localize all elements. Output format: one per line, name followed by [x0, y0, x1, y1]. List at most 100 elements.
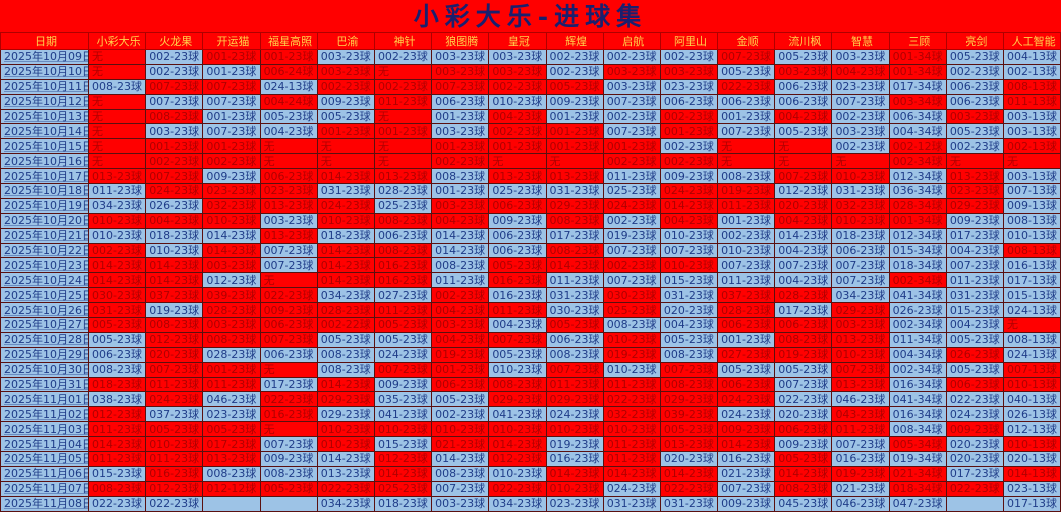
result-cell-miss[interactable]: 010-23球	[316, 421, 375, 438]
result-cell-hit[interactable]: 009-23球	[717, 495, 776, 512]
result-cell-hit[interactable]: 017-13球	[1002, 272, 1061, 289]
date-cell[interactable]: 2025年10月23日	[0, 257, 89, 274]
result-cell-hit[interactable]: 031-23球	[545, 287, 604, 304]
result-cell-hit[interactable]: 034-23球	[488, 495, 547, 512]
result-cell-hit[interactable]: 004-23球	[488, 317, 547, 333]
result-cell-miss[interactable]: 019-23球	[717, 183, 776, 199]
result-cell-miss[interactable]: 011-23球	[488, 302, 547, 319]
result-cell-miss[interactable]: 022-23球	[259, 287, 318, 304]
result-cell-miss[interactable]: 008-23球	[774, 331, 833, 348]
result-cell-miss[interactable]: 008-23球	[545, 242, 604, 259]
result-cell-hit[interactable]: 005-23球	[717, 63, 776, 80]
result-cell-hit[interactable]: 010-23球	[87, 227, 147, 244]
result-cell-miss[interactable]: 014-23球	[316, 257, 375, 274]
result-cell-miss[interactable]: 013-23球	[545, 168, 604, 185]
column-header[interactable]: 开运猫	[202, 32, 261, 50]
result-cell-hit[interactable]: 020-13球	[1002, 451, 1061, 467]
result-cell-miss[interactable]: 003-34球	[888, 93, 947, 110]
column-header[interactable]: 辉煌	[545, 32, 604, 50]
result-cell-miss[interactable]: 001-23球	[545, 123, 604, 140]
result-cell-miss[interactable]: 010-23球	[202, 212, 261, 229]
result-cell-hit[interactable]: 020-23球	[774, 406, 833, 423]
result-cell-hit[interactable]: 019-34球	[888, 451, 947, 467]
date-cell[interactable]: 2025年10月10日	[0, 63, 89, 80]
result-cell-miss[interactable]: 013-23球	[659, 436, 719, 453]
column-header[interactable]: 三顾	[888, 32, 947, 50]
result-cell-miss[interactable]: 无	[316, 153, 375, 170]
result-cell-hit[interactable]: 006-23球	[659, 93, 719, 110]
result-cell-hit[interactable]: 031-23球	[316, 183, 375, 199]
result-cell-miss[interactable]: 010-23球	[87, 212, 147, 229]
result-cell-hit[interactable]: 009-23球	[774, 436, 833, 453]
result-cell-miss[interactable]: 012-23球	[145, 331, 204, 348]
column-header[interactable]: 流川枫	[774, 32, 833, 50]
result-cell-hit[interactable]: 015-13球	[1002, 287, 1061, 304]
result-cell-hit[interactable]: 002-23球	[831, 138, 890, 155]
result-cell-hit[interactable]: 010-23球	[488, 361, 547, 378]
result-cell-miss[interactable]: 013-23球	[259, 197, 318, 214]
result-cell-miss[interactable]: 001-34球	[888, 49, 947, 65]
result-cell-miss[interactable]: 022-23球	[259, 391, 318, 408]
result-cell-miss[interactable]: 010-23球	[373, 421, 433, 438]
result-cell-hit[interactable]: 011-34球	[888, 331, 947, 348]
date-cell[interactable]: 2025年10月13日	[0, 108, 89, 125]
result-cell-miss[interactable]: 008-13球	[1002, 78, 1061, 95]
result-cell-miss[interactable]: 001-23球	[659, 123, 719, 140]
result-cell-hit[interactable]: 024-13球	[259, 78, 318, 95]
result-cell-miss[interactable]: 002-23球	[488, 78, 547, 95]
result-cell-miss[interactable]: 005-23球	[659, 421, 719, 438]
result-cell-hit[interactable]: 014-23球	[431, 242, 490, 259]
result-cell-hit[interactable]: 002-23球	[659, 49, 719, 65]
result-cell-miss[interactable]: 014-23球	[87, 257, 147, 274]
result-cell-miss[interactable]: 014-23球	[488, 436, 547, 453]
result-cell-miss[interactable]: 013-23球	[87, 168, 147, 185]
result-cell-hit[interactable]: 013-23球	[316, 465, 375, 482]
result-cell-miss[interactable]: 003-23球	[659, 63, 719, 80]
result-cell-miss[interactable]: 039-23球	[659, 406, 719, 423]
result-cell-hit[interactable]: 008-23球	[259, 465, 318, 482]
result-cell-hit[interactable]: 003-23球	[831, 49, 890, 65]
result-cell-hit[interactable]: 017-34球	[888, 78, 947, 95]
result-cell-miss[interactable]: 022-23球	[945, 480, 1005, 497]
result-cell-miss[interactable]: 017-23球	[202, 436, 261, 453]
result-cell-hit[interactable]: 009-23球	[259, 451, 318, 467]
result-cell-hit[interactable]: 014-23球	[431, 227, 490, 244]
result-cell-hit[interactable]: 004-34球	[888, 123, 947, 140]
result-cell-hit[interactable]: 031-23球	[659, 287, 719, 304]
date-cell[interactable]: 2025年10月09日	[0, 49, 89, 65]
date-cell[interactable]: 2025年10月14日	[0, 123, 89, 140]
result-cell-miss[interactable]: 029-23球	[545, 197, 604, 214]
result-cell-miss[interactable]: 014-23球	[659, 197, 719, 214]
result-cell-miss[interactable]: 无	[87, 93, 147, 110]
result-cell-miss[interactable]: 005-23球	[373, 317, 433, 333]
result-cell-miss[interactable]: 013-23球	[373, 168, 433, 185]
result-cell-miss[interactable]: 002-23球	[145, 153, 204, 170]
result-cell-hit[interactable]: 003-23球	[431, 495, 490, 512]
result-cell-miss[interactable]: 012-23球	[488, 451, 547, 467]
result-cell-hit[interactable]: 016-34球	[888, 376, 947, 393]
result-cell-hit[interactable]: 009-23球	[316, 93, 375, 110]
result-cell-hit[interactable]: 007-23球	[602, 93, 661, 110]
result-cell-hit[interactable]: 036-34球	[888, 183, 947, 199]
result-cell-hit[interactable]: 003-23球	[316, 49, 375, 65]
date-cell[interactable]: 2025年11月04日	[0, 436, 89, 453]
result-cell-miss[interactable]: 024-23球	[602, 197, 661, 214]
result-cell-miss[interactable]: 007-23球	[202, 78, 261, 95]
result-cell-hit[interactable]: 007-23球	[774, 376, 833, 393]
result-cell-hit[interactable]: 007-23球	[202, 93, 261, 110]
result-cell-hit[interactable]: 014-23球	[431, 451, 490, 467]
result-cell-hit[interactable]: 008-13球	[1002, 331, 1061, 348]
result-cell-miss[interactable]: 002-34球	[888, 272, 947, 289]
result-cell-miss[interactable]: 002-23球	[602, 257, 661, 274]
result-cell-hit[interactable]: 006-23球	[545, 331, 604, 348]
result-cell-miss[interactable]: 032-23球	[602, 406, 661, 423]
result-cell-miss[interactable]: 006-23球	[717, 317, 776, 333]
result-cell-hit[interactable]: 030-23球	[545, 302, 604, 319]
result-cell-miss[interactable]: 011-23球	[202, 376, 261, 393]
result-cell-miss[interactable]: 014-23球	[717, 436, 776, 453]
result-cell-miss[interactable]: 无	[488, 153, 547, 170]
result-cell-hit[interactable]: 034-23球	[87, 197, 147, 214]
column-header[interactable]: 亮剑	[945, 32, 1005, 50]
result-cell-hit[interactable]: 007-23球	[831, 257, 890, 274]
result-cell-miss[interactable]: 004-23球	[145, 212, 204, 229]
